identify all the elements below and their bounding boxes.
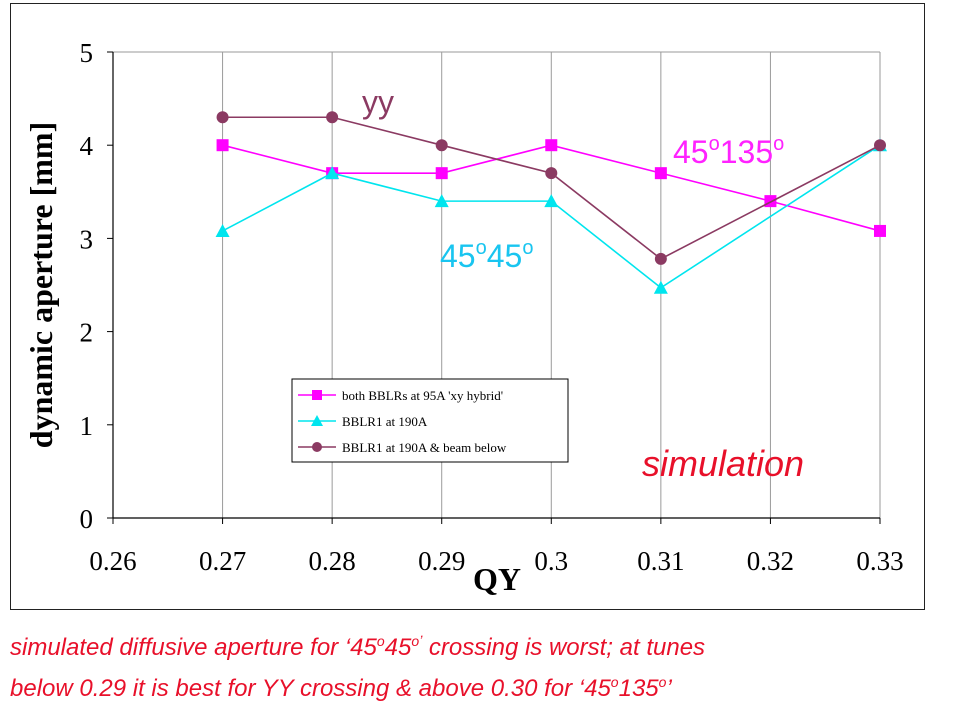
annotation-45-45: 45o45o [440, 237, 533, 274]
legend-marker-2 [312, 442, 322, 452]
series-0-point-0 [216, 139, 229, 152]
axes [107, 51, 881, 524]
x-tick-label-6: 0.32 [747, 546, 794, 576]
caption-line-2-a: below 0.29 it is best for YY crossing & … [10, 675, 611, 702]
caption-line-1-sup1: o [376, 633, 385, 649]
series-0-point-5 [764, 195, 777, 208]
legend-label-0: both BBLRs at 95A 'xy hybrid' [342, 388, 503, 403]
y-tick-label-5: 5 [80, 38, 94, 68]
x-tick-label-5: 0.31 [637, 546, 684, 576]
y-tick-label-0: 0 [80, 504, 94, 534]
series-2-point-3 [545, 167, 558, 180]
legend-label-1: BBLR1 at 190A [342, 414, 428, 429]
annotation-45-45-base1: 45 [440, 238, 476, 274]
series-2-line [222, 116, 881, 260]
x-tick-label-1: 0.27 [199, 546, 246, 576]
caption-line-1-sup2: oʼ [411, 633, 423, 649]
annotation-45-45-sup1: o [476, 237, 487, 259]
series-1-point-4 [653, 280, 668, 294]
legend-marker-1 [311, 415, 323, 426]
series-1-point-3 [544, 194, 559, 208]
y-tick-label-2: 2 [80, 318, 94, 348]
series-2-point-2 [435, 139, 448, 152]
caption-line-2-c: ’ [666, 675, 672, 702]
caption-line-2-b: 135 [618, 675, 659, 702]
y-tick-label-4: 4 [80, 131, 94, 161]
y-tick-label-3: 3 [80, 224, 94, 254]
annotation-45-135-base2: 135 [720, 134, 773, 170]
x-axis-title: QY [473, 561, 521, 597]
caption-line-1-b: 45 [384, 634, 412, 661]
legend-label-2: BBLR1 at 190A & beam below [342, 440, 507, 455]
series-1-point-0 [215, 223, 230, 237]
series-0-point-4 [654, 167, 667, 180]
caption-line-1-a: simulated diffusive aperture for ‘45 [10, 634, 377, 661]
series-2-point-5 [874, 139, 886, 152]
series-0-point-6 [874, 224, 886, 237]
annotation-45-135: 45o135o [673, 133, 784, 170]
series-0-point-3 [545, 139, 558, 152]
y-tick-label-1: 1 [80, 411, 94, 441]
annotation-yy: yy [362, 84, 394, 120]
series-1-point-2 [434, 194, 449, 208]
series-1-line [222, 144, 881, 289]
y-tick-labels: 0 1 2 3 4 5 [80, 38, 94, 534]
annotation-45-45-sup2: o [522, 237, 533, 259]
legend-marker-0 [312, 390, 322, 400]
series-1-point-1 [325, 166, 340, 180]
y-axis-title: dynamic aperture [mm] [23, 122, 59, 448]
caption-line-2-sup2: o [658, 674, 667, 690]
annotation-45-135-sup2: o [773, 133, 784, 155]
series-2-point-1 [326, 111, 339, 124]
series-0-point-2 [435, 167, 448, 180]
caption-line-1-c: crossing is worst; at tunes [422, 634, 706, 661]
legend: both BBLRs at 95A 'xy hybrid' BBLR1 at 19… [291, 378, 569, 463]
caption-line-2-sup1: o [610, 674, 619, 690]
x-tick-label-3: 0.29 [418, 546, 465, 576]
caption-line-2: below 0.29 it is best for YY crossing & … [10, 665, 955, 706]
series-2-point-4 [654, 252, 667, 265]
x-tick-label-0: 0.26 [89, 546, 136, 576]
annotation-45-135-sup1: o [709, 133, 720, 155]
x-tick-label-4: 0.3 [534, 546, 568, 576]
x-tick-labels: 0.26 0.27 0.28 0.29 0.3 0.31 0.32 0.33 [89, 546, 903, 576]
simulation-label: simulation [642, 443, 804, 484]
chart-frame [10, 3, 925, 610]
x-tick-label-7: 0.33 [856, 546, 903, 576]
caption: simulated diffusive aperture for ‘45o45o… [10, 624, 955, 706]
series-2 [216, 111, 886, 265]
annotation-45-45-base2: 45 [487, 238, 523, 274]
series-layer [215, 111, 887, 294]
caption-line-1: simulated diffusive aperture for ‘45o45o… [10, 624, 955, 665]
annotation-45-135-base1: 45 [673, 134, 709, 170]
legend-box [291, 378, 569, 463]
x-tick-label-2: 0.28 [309, 546, 356, 576]
series-2-point-0 [216, 111, 229, 124]
